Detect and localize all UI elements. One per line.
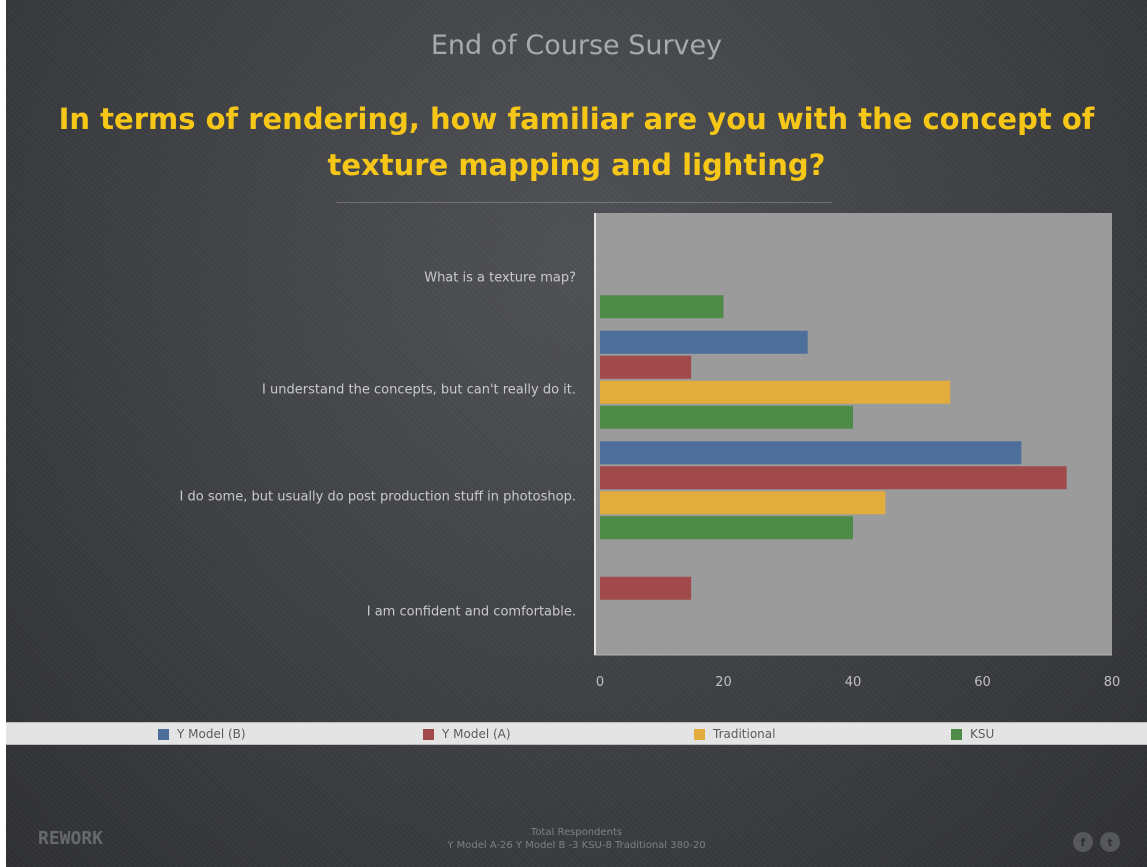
respondents-note: Total Respondents Y Model A-26 Y Model B… xyxy=(6,826,1147,852)
bar-traditional-1 xyxy=(600,380,951,404)
legend-label: Y Model (B) xyxy=(177,727,246,741)
brand-logo: REWORK xyxy=(38,828,104,849)
category-label: I understand the concepts, but can't rea… xyxy=(262,383,576,398)
legend-label: Y Model (A) xyxy=(442,727,511,741)
category-label: I do some, but usually do post productio… xyxy=(180,490,576,505)
legend-label: KSU xyxy=(970,727,995,741)
legend-item: KSU xyxy=(951,726,994,742)
bar-y-model-a-3 xyxy=(600,576,692,600)
bar-ksu-2 xyxy=(600,516,853,540)
legend-swatch xyxy=(158,728,169,740)
question-line-1: In terms of rendering, how familiar are … xyxy=(58,102,1095,136)
legend-swatch xyxy=(951,728,962,740)
title-divider xyxy=(336,202,832,203)
bar-ksu-1 xyxy=(600,405,853,429)
x-tick-label: 0 xyxy=(596,675,604,690)
facebook-icon[interactable]: f xyxy=(1073,832,1093,852)
legend-item: Y Model (B) xyxy=(158,726,246,742)
legend-swatch xyxy=(694,728,705,740)
legend-item: Y Model (A) xyxy=(423,726,511,742)
bar-y-model-b-2 xyxy=(600,441,1022,465)
question-text: In terms of rendering, how familiar are … xyxy=(26,96,1127,188)
legend-swatch xyxy=(423,728,434,740)
x-tick-label: 80 xyxy=(1104,675,1121,690)
x-tick-label: 20 xyxy=(715,675,732,690)
survey-slide: End of Course Survey In terms of renderi… xyxy=(6,0,1147,867)
survey-title: End of Course Survey xyxy=(430,30,723,61)
legend-label: Traditional xyxy=(713,727,776,741)
respondents-title: Total Respondents xyxy=(530,827,623,838)
question-line-2: texture mapping and lighting? xyxy=(327,148,826,182)
legend-item: Traditional xyxy=(694,726,775,742)
chart-legend: Y Model (B) Y Model (A) Traditional KSU xyxy=(6,722,1147,745)
bar-y-model-a-1 xyxy=(600,355,692,379)
bar-ksu-0 xyxy=(600,295,724,319)
x-tick-label: 40 xyxy=(845,675,862,690)
x-tick-label: 60 xyxy=(974,675,991,690)
category-label: What is a texture map? xyxy=(424,271,576,286)
twitter-icon[interactable]: t xyxy=(1100,832,1120,852)
bar-y-model-b-1 xyxy=(600,330,808,354)
category-label: I am confident and comfortable. xyxy=(367,605,576,620)
bar-traditional-2 xyxy=(600,491,886,515)
respondents-detail: Y Model A-26 Y Model B -3 KSU-8 Traditio… xyxy=(447,840,706,851)
bar-chart: What is a texture map? I understand the c… xyxy=(180,213,1121,690)
bar-y-model-a-2 xyxy=(600,466,1067,490)
